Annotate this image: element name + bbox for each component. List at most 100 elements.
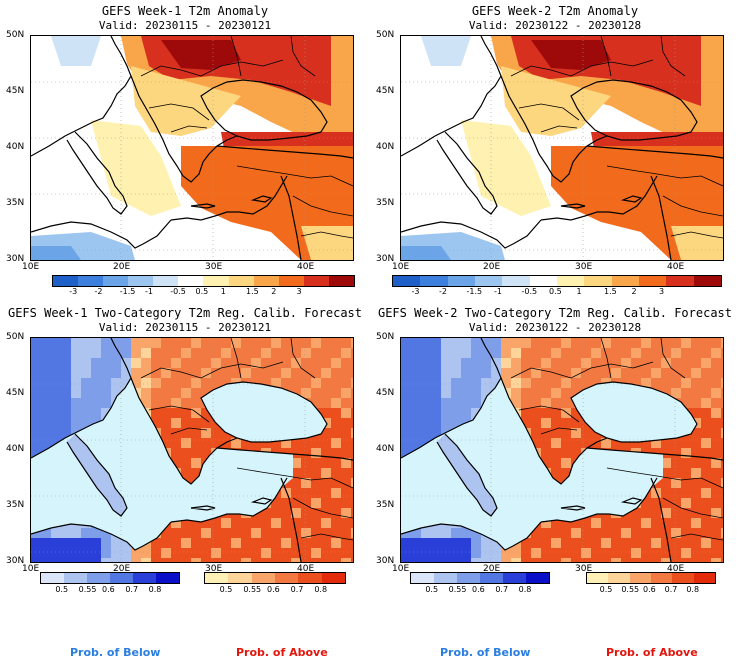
colorbar-swatch bbox=[133, 573, 156, 583]
colorbar-swatch bbox=[693, 573, 715, 583]
lat-label: 40N bbox=[6, 142, 25, 152]
coastline bbox=[31, 521, 172, 551]
probability-cell bbox=[101, 528, 112, 539]
probability-cell bbox=[81, 348, 92, 359]
lat-label: 35N bbox=[6, 500, 25, 510]
probability-cell bbox=[341, 338, 352, 349]
map-week2-anomaly[interactable] bbox=[400, 35, 724, 261]
probability-cell bbox=[411, 338, 422, 349]
probability-cell bbox=[401, 358, 412, 369]
probability-cell bbox=[331, 408, 342, 419]
probability-cell bbox=[311, 348, 322, 359]
probability-cell bbox=[561, 558, 572, 562]
probability-cell bbox=[701, 388, 712, 399]
colorbar-tick-label: 2 bbox=[271, 287, 277, 296]
probability-cell bbox=[81, 368, 92, 379]
probability-cell bbox=[331, 428, 342, 439]
probability-cell bbox=[411, 348, 422, 359]
colorbar-swatch bbox=[274, 573, 299, 583]
probability-cell bbox=[171, 528, 182, 539]
probability-cell bbox=[531, 358, 542, 369]
colorbar-swatch bbox=[693, 276, 721, 286]
country-border bbox=[148, 405, 210, 423]
probability-cell bbox=[191, 558, 202, 562]
probability-cell bbox=[251, 348, 262, 359]
probability-cell bbox=[431, 548, 442, 559]
probability-cell bbox=[451, 528, 462, 539]
probability-cell bbox=[311, 358, 322, 369]
probability-cell bbox=[671, 358, 682, 369]
probability-cell bbox=[91, 388, 102, 399]
probability-cell bbox=[571, 368, 582, 379]
probability-cell bbox=[611, 438, 622, 449]
colorbar-tick-label: -1.5 bbox=[466, 287, 483, 296]
probability-cell bbox=[431, 388, 442, 399]
probability-cell bbox=[541, 408, 552, 419]
above-colorbar bbox=[586, 572, 716, 584]
colorbar-tick-label: 0.5 bbox=[549, 287, 562, 296]
probability-cell bbox=[31, 358, 42, 369]
probability-cell bbox=[421, 388, 432, 399]
probability-cell bbox=[201, 368, 212, 379]
probability-cell bbox=[131, 378, 142, 389]
probability-cell bbox=[171, 428, 182, 439]
probability-cell bbox=[641, 438, 652, 449]
probability-cell bbox=[231, 528, 242, 539]
probability-cell bbox=[621, 348, 632, 359]
probability-cell bbox=[681, 508, 692, 519]
probability-cell bbox=[81, 378, 92, 389]
panel-week1-probability: GEFS Week-1 Two-Category T2m Reg. Calib.… bbox=[0, 300, 370, 662]
colorbar-tick-label: -3 bbox=[69, 287, 78, 296]
probability-cell bbox=[561, 438, 572, 449]
probability-cell bbox=[211, 338, 222, 349]
probability-cell bbox=[271, 548, 282, 559]
probability-cell bbox=[671, 338, 682, 349]
lon-label: 10E bbox=[392, 564, 410, 574]
probability-cell bbox=[191, 518, 202, 529]
panel-title: GEFS Week-1 Two-Category T2m Reg. Calib.… bbox=[7, 306, 362, 320]
probability-cell bbox=[331, 478, 342, 489]
colorbar-swatch bbox=[53, 276, 79, 286]
probability-cell bbox=[331, 468, 342, 479]
probability-cell bbox=[331, 448, 342, 459]
probability-cell bbox=[631, 338, 642, 349]
map-week1-probability[interactable] bbox=[30, 337, 354, 563]
probability-cell bbox=[621, 368, 632, 379]
probability-cell bbox=[651, 338, 662, 349]
probability-cell bbox=[541, 378, 552, 389]
probability-cell bbox=[341, 398, 352, 409]
lon-label: 40E bbox=[667, 262, 685, 272]
colorbar-tick-label: 1.5 bbox=[246, 287, 259, 296]
probability-cell bbox=[671, 538, 682, 549]
probability-cell bbox=[351, 388, 353, 399]
colorbar-swatch bbox=[64, 573, 87, 583]
probability-cell bbox=[541, 348, 552, 359]
probability-cell bbox=[541, 448, 552, 459]
probability-cell bbox=[411, 368, 422, 379]
probability-cell bbox=[261, 508, 272, 519]
probability-cell bbox=[591, 558, 602, 562]
probability-cell bbox=[711, 518, 722, 529]
probability-cell bbox=[431, 358, 442, 369]
probability-cell bbox=[341, 538, 352, 549]
probability-cell bbox=[421, 548, 432, 559]
probability-cell bbox=[721, 478, 723, 489]
probability-cell bbox=[661, 448, 672, 459]
country-border bbox=[140, 361, 284, 379]
map-week1-anomaly[interactable] bbox=[30, 35, 354, 261]
probability-cell bbox=[701, 558, 712, 562]
probability-cell bbox=[181, 408, 192, 419]
anomaly-region bbox=[531, 40, 611, 70]
probability-cell bbox=[41, 558, 52, 562]
probability-cell bbox=[481, 358, 492, 369]
lat-label: 40N bbox=[6, 444, 25, 454]
map-week2-probability[interactable] bbox=[400, 337, 724, 563]
probability-cell bbox=[131, 548, 142, 559]
probability-cell bbox=[561, 528, 572, 539]
probability-cell bbox=[721, 428, 723, 439]
probability-cell bbox=[181, 358, 192, 369]
probability-cell bbox=[61, 548, 72, 559]
probability-cell bbox=[321, 468, 332, 479]
probability-cell bbox=[271, 528, 282, 539]
probability-cell bbox=[511, 398, 522, 409]
